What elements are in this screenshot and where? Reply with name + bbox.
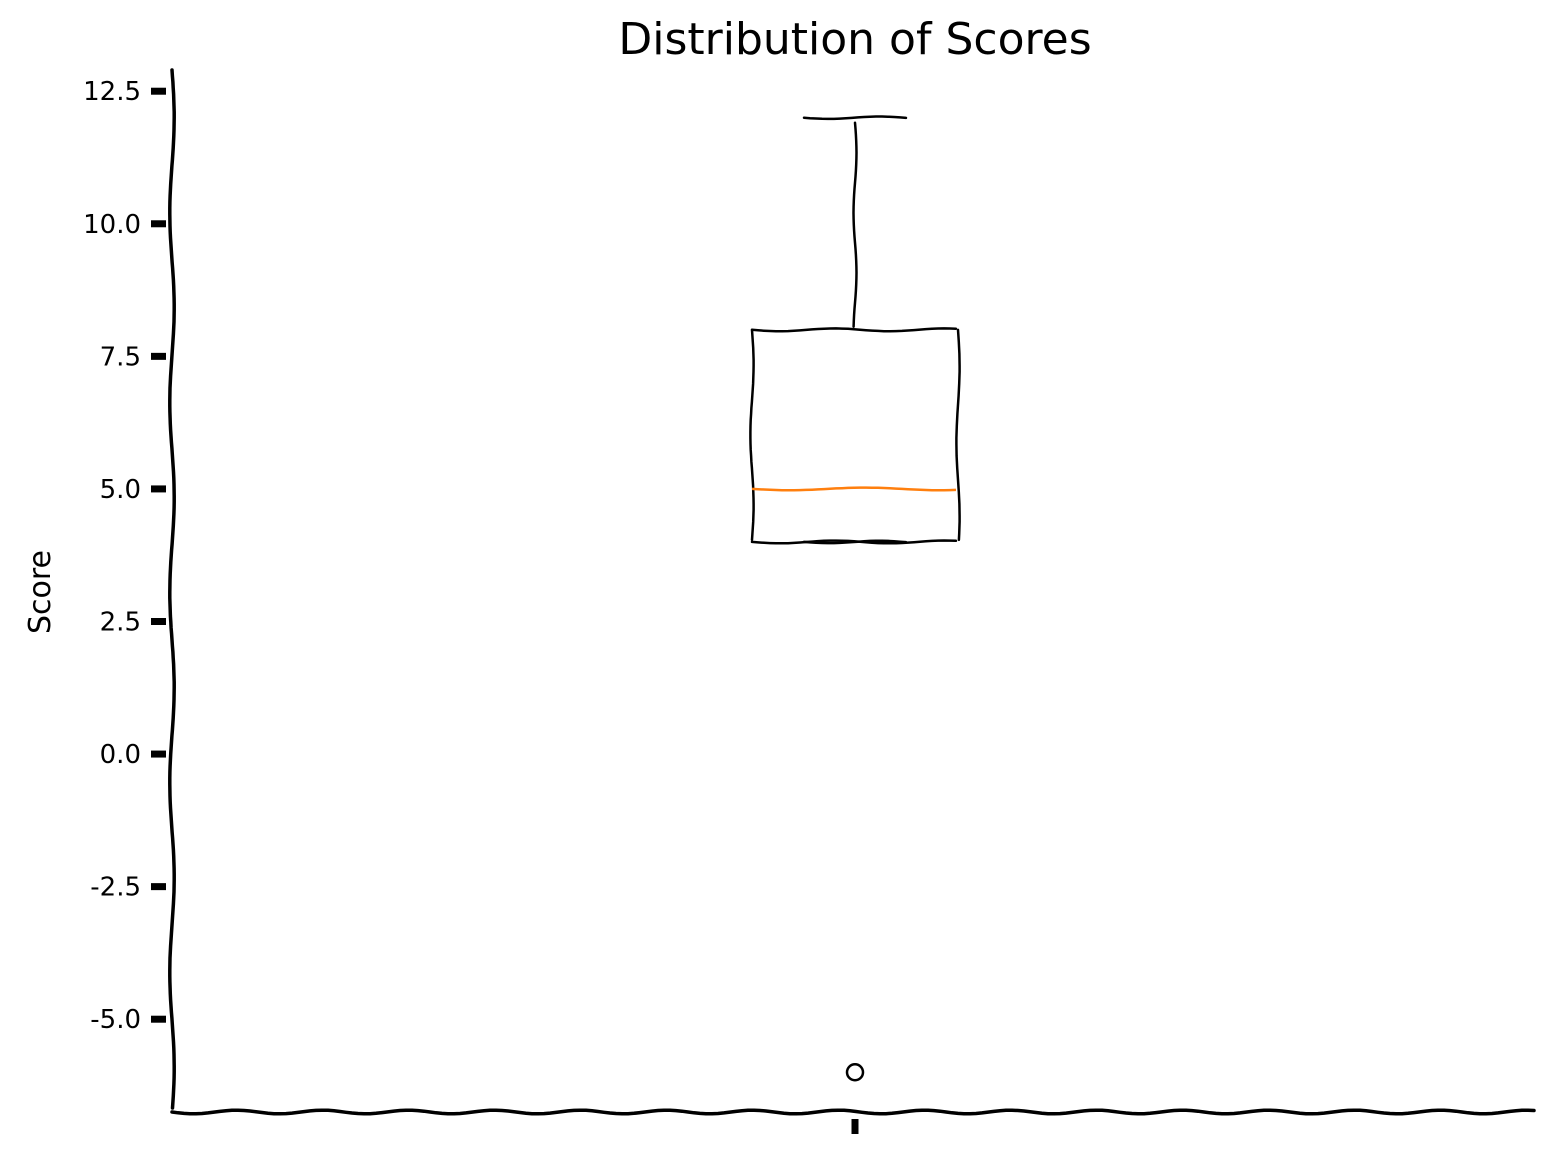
outlier-point	[845, 1062, 865, 1082]
y-tick-label: 10.0	[83, 210, 141, 240]
y-axis-ticks: -5.0 -2.5 0.0 2.5 5.0 7.5 10.0 12.5	[83, 77, 166, 1035]
y-axis-line	[168, 68, 176, 1110]
upper-whisker	[852, 121, 858, 328]
box-0	[749, 115, 961, 1082]
box-plot-series	[749, 115, 961, 1082]
y-tick-label: 5.0	[100, 475, 141, 505]
y-tick-label: -2.5	[90, 873, 141, 903]
box-left-edge	[749, 328, 755, 542]
y-tick-label: 7.5	[100, 342, 141, 372]
y-tick-label: -5.0	[90, 1005, 141, 1035]
lower-whisker-cap	[802, 539, 908, 545]
box-q3-edge	[750, 327, 958, 333]
x-axis-line	[170, 1108, 1536, 1116]
median-line	[751, 486, 957, 492]
upper-whisker-cap	[802, 115, 908, 121]
chart-title: Distribution of Scores	[618, 14, 1091, 65]
axes	[168, 68, 1536, 1116]
y-tick-label: 2.5	[100, 607, 141, 637]
y-axis-label: Score	[23, 550, 58, 634]
box-right-edge	[955, 328, 961, 542]
y-tick-label: 0.0	[100, 740, 141, 770]
y-tick-label: 12.5	[83, 77, 141, 107]
